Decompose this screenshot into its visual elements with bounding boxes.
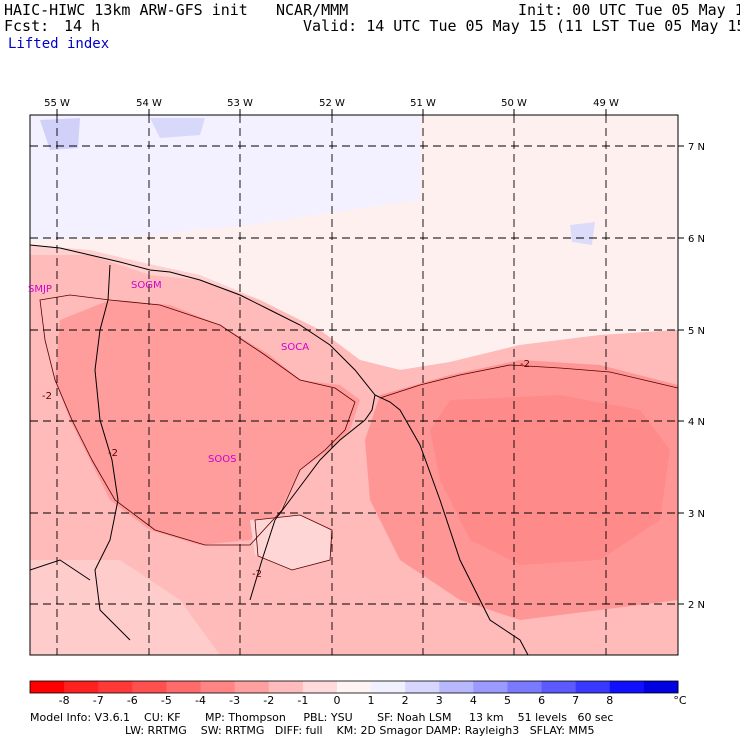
- colorbar-tick-label: -3: [229, 694, 241, 707]
- map-frame: [29, 114, 679, 656]
- colorbar-swatch: [234, 681, 270, 693]
- colorbar-tick-label: -2: [263, 694, 275, 707]
- colorbar-swatch: [575, 681, 611, 693]
- colorbar-unit: °C: [673, 694, 687, 707]
- field-name: Lifted index: [8, 36, 110, 52]
- contour-lines: [39, 294, 678, 571]
- colorbar-tick-label: -6: [126, 694, 138, 707]
- colorbar-tick-label: 3: [435, 694, 443, 707]
- colorbar-swatch: [268, 681, 304, 693]
- colorbar-swatch: [30, 681, 65, 693]
- colorbar-swatch: [507, 681, 543, 693]
- colorbar-tick-label: 0: [333, 694, 341, 707]
- lon-label: 49 W: [593, 98, 619, 109]
- colorbar-tick-label: -4: [195, 694, 206, 707]
- coastline-lines: [30, 244, 529, 655]
- station-label: SOCA: [281, 342, 309, 353]
- org-label: NCAR/MMM: [276, 1, 349, 19]
- lat-label: 5 N: [688, 326, 705, 337]
- contour-label: -2: [108, 448, 118, 459]
- valid-time: Valid: 14 UTC Tue 05 May 15 (11 LST Tue …: [303, 17, 740, 35]
- fcst-label: Fcst:: [4, 17, 50, 35]
- lat-label: 2 N: [688, 600, 705, 611]
- colorbar-tick-label: 8: [606, 694, 614, 707]
- model-title: HAIC-HIWC 13km ARW-GFS init: [4, 1, 248, 19]
- colorbar-tick-label: 5: [503, 694, 511, 707]
- colorbar-tick-label: -7: [92, 694, 104, 707]
- contour-label: -2: [42, 391, 52, 402]
- colorbar-swatch: [302, 681, 338, 693]
- lon-label: 51 W: [410, 98, 436, 109]
- lon-label: 52 W: [319, 98, 345, 109]
- colorbar-swatch: [439, 681, 474, 693]
- station-label: SOGM: [131, 280, 162, 291]
- colorbar-tick-label: 4: [469, 694, 477, 707]
- colorbar-swatch: [371, 681, 406, 693]
- lat-label: 4 N: [688, 417, 705, 428]
- model-info-line1: Model Info: V3.6.1 CU: KF MP: Thompson P…: [30, 711, 614, 724]
- colorbar-swatch: [473, 681, 508, 693]
- lon-label: 53 W: [227, 98, 253, 109]
- colorbar-swatch: [64, 681, 99, 693]
- lat-label: 6 N: [688, 234, 705, 245]
- colorbar-swatch: [405, 681, 440, 693]
- colorbar-swatch: [541, 681, 577, 693]
- station-label: SMJP: [28, 284, 52, 295]
- colorbar-tick-label: 7: [572, 694, 580, 707]
- colorbar-tick-label: -8: [58, 694, 70, 707]
- lat-label: 7 N: [688, 142, 705, 153]
- colorbar-swatch: [609, 681, 645, 693]
- colorbar-swatch: [336, 681, 372, 693]
- colorbar-swatch: [132, 681, 167, 693]
- colorbar-frame: [29, 680, 679, 694]
- graticule: [30, 115, 678, 655]
- fcst-value: 14 h: [64, 17, 101, 35]
- init-time: Init: 00 UTC Tue 05 May 15: [518, 1, 740, 19]
- lon-label: 50 W: [501, 98, 527, 109]
- model-info-line2: LW: RRTMG SW: RRTMG DIFF: full KM: 2D Sm…: [125, 724, 595, 737]
- contour-label: -2: [252, 569, 262, 580]
- colorbar-tick-label: -5: [160, 694, 172, 707]
- colorbar-tick-label: 2: [401, 694, 409, 707]
- contour-label: -2: [520, 359, 530, 370]
- colorbar-tick-label: 1: [367, 694, 375, 707]
- lon-label: 54 W: [136, 98, 162, 109]
- colorbar: [29, 680, 679, 694]
- colorbar-swatch: [166, 681, 202, 693]
- colorbar-swatch: [200, 681, 236, 693]
- tick-marks: [56, 109, 684, 605]
- colorbar-tick-label: -1: [297, 694, 309, 707]
- colorbar-swatch: [643, 681, 679, 693]
- colorbar-tick-label: 6: [538, 694, 546, 707]
- lat-label: 3 N: [688, 509, 705, 520]
- lifted-index-field: [30, 115, 678, 655]
- colorbar-swatch: [98, 681, 133, 693]
- lon-label: 55 W: [44, 98, 70, 109]
- station-label: SOOS: [208, 454, 236, 465]
